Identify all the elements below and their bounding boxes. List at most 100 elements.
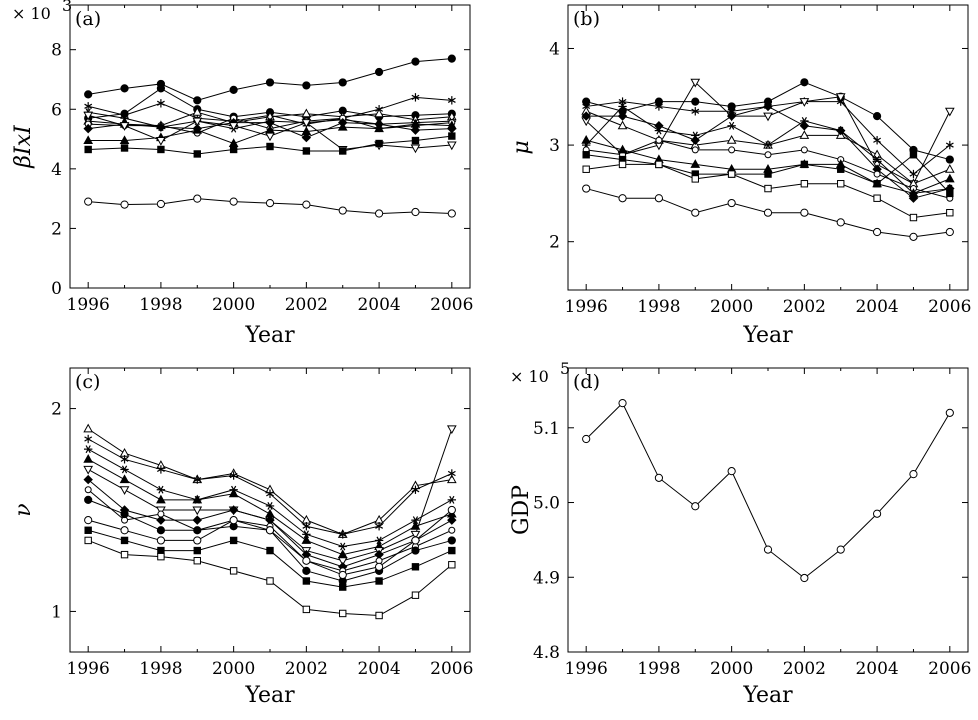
data-point-stroke bbox=[158, 485, 164, 494]
data-point bbox=[447, 515, 457, 525]
data-point bbox=[84, 145, 92, 154]
data-point bbox=[119, 122, 130, 131]
data-point bbox=[120, 536, 129, 545]
data-point bbox=[302, 200, 311, 209]
series-filled-square bbox=[84, 132, 456, 158]
y-tick-label: 4 bbox=[51, 160, 62, 180]
data-point bbox=[448, 526, 456, 534]
data-point bbox=[156, 465, 165, 474]
data-point bbox=[192, 515, 202, 525]
data-point bbox=[156, 485, 166, 494]
data-point bbox=[411, 485, 420, 494]
x-tick-label: 2000 bbox=[212, 659, 255, 679]
data-point bbox=[193, 194, 202, 203]
x-tick-label: 2004 bbox=[357, 659, 400, 679]
plot-frame bbox=[567, 367, 969, 653]
data-point bbox=[375, 139, 383, 148]
data-point bbox=[447, 54, 456, 63]
data-point bbox=[156, 515, 166, 525]
data-point bbox=[799, 130, 810, 139]
series-asterisk bbox=[83, 445, 457, 551]
data-point bbox=[120, 109, 129, 118]
data-point bbox=[266, 489, 274, 498]
data-point bbox=[192, 506, 203, 516]
x-axis-label: Year bbox=[742, 683, 793, 708]
data-point-stroke bbox=[338, 531, 347, 537]
data-point bbox=[909, 213, 918, 222]
data-point bbox=[302, 556, 311, 565]
data-point-stroke bbox=[729, 121, 735, 130]
data-point bbox=[229, 567, 238, 575]
data-point bbox=[156, 84, 166, 93]
x-tick-label: 1996 bbox=[565, 297, 608, 317]
data-point-stroke bbox=[654, 103, 663, 110]
data-point bbox=[446, 141, 457, 151]
data-point bbox=[302, 147, 311, 155]
data-point bbox=[909, 470, 918, 479]
data-point bbox=[375, 577, 383, 585]
x-tick-label: 2000 bbox=[710, 659, 753, 679]
data-point bbox=[447, 96, 456, 105]
y-multiplier-exponent: 3 bbox=[62, 0, 72, 15]
data-point-stroke bbox=[411, 487, 420, 493]
data-point bbox=[84, 536, 92, 545]
data-point bbox=[799, 98, 810, 107]
data-point bbox=[448, 546, 456, 555]
data-point bbox=[800, 78, 809, 87]
data-point bbox=[618, 102, 627, 111]
data-point bbox=[120, 550, 129, 559]
data-point bbox=[655, 160, 663, 169]
data-point bbox=[375, 611, 383, 620]
data-point bbox=[447, 505, 456, 515]
x-axis-label: Year bbox=[244, 323, 295, 348]
x-tick-label: 2002 bbox=[783, 297, 826, 317]
data-point bbox=[411, 207, 420, 217]
x-tick-label: 2006 bbox=[430, 295, 473, 315]
x-tick-label: 2002 bbox=[285, 295, 328, 315]
data-point bbox=[120, 465, 129, 474]
data-point bbox=[229, 471, 238, 480]
x-tick-label: 2002 bbox=[783, 659, 826, 679]
data-point bbox=[84, 197, 93, 206]
data-point bbox=[909, 169, 918, 179]
data-point bbox=[83, 423, 94, 433]
x-tick-label: 1996 bbox=[67, 295, 110, 315]
data-point bbox=[120, 509, 129, 519]
data-point-stroke bbox=[120, 456, 129, 462]
data-point bbox=[908, 188, 919, 197]
data-point bbox=[446, 474, 457, 484]
data-point bbox=[157, 552, 165, 561]
data-point bbox=[374, 123, 384, 133]
data-point bbox=[582, 184, 591, 193]
data-point bbox=[156, 122, 166, 132]
data-point bbox=[337, 121, 348, 131]
data-point-stroke bbox=[121, 114, 128, 123]
y-tick-label: 5.0 bbox=[533, 494, 560, 514]
data-point bbox=[945, 155, 954, 164]
y-multiplier-exponent: 5 bbox=[560, 359, 570, 378]
panel-label: (c) bbox=[75, 371, 100, 393]
data-point bbox=[193, 96, 202, 105]
data-point bbox=[120, 526, 129, 535]
data-point bbox=[374, 562, 384, 571]
series-filled-square bbox=[84, 526, 456, 591]
data-point bbox=[265, 526, 275, 535]
data-point bbox=[156, 137, 166, 146]
y-tick-label: 5.1 bbox=[533, 419, 560, 439]
data-point bbox=[872, 509, 882, 518]
data-point bbox=[946, 189, 954, 198]
data-point bbox=[873, 136, 882, 145]
data-point bbox=[582, 434, 591, 444]
x-axis-label: Year bbox=[244, 683, 295, 708]
data-point-stroke bbox=[84, 103, 93, 109]
data-point bbox=[156, 536, 166, 545]
data-point bbox=[302, 566, 311, 575]
data-point bbox=[446, 425, 457, 435]
x-tick-label: 2004 bbox=[855, 659, 898, 679]
data-point bbox=[690, 78, 701, 88]
data-point bbox=[411, 563, 420, 571]
data-point bbox=[835, 93, 846, 103]
y-multiplier: × 10 bbox=[12, 4, 51, 23]
data-point bbox=[192, 107, 203, 116]
data-point bbox=[193, 475, 202, 484]
